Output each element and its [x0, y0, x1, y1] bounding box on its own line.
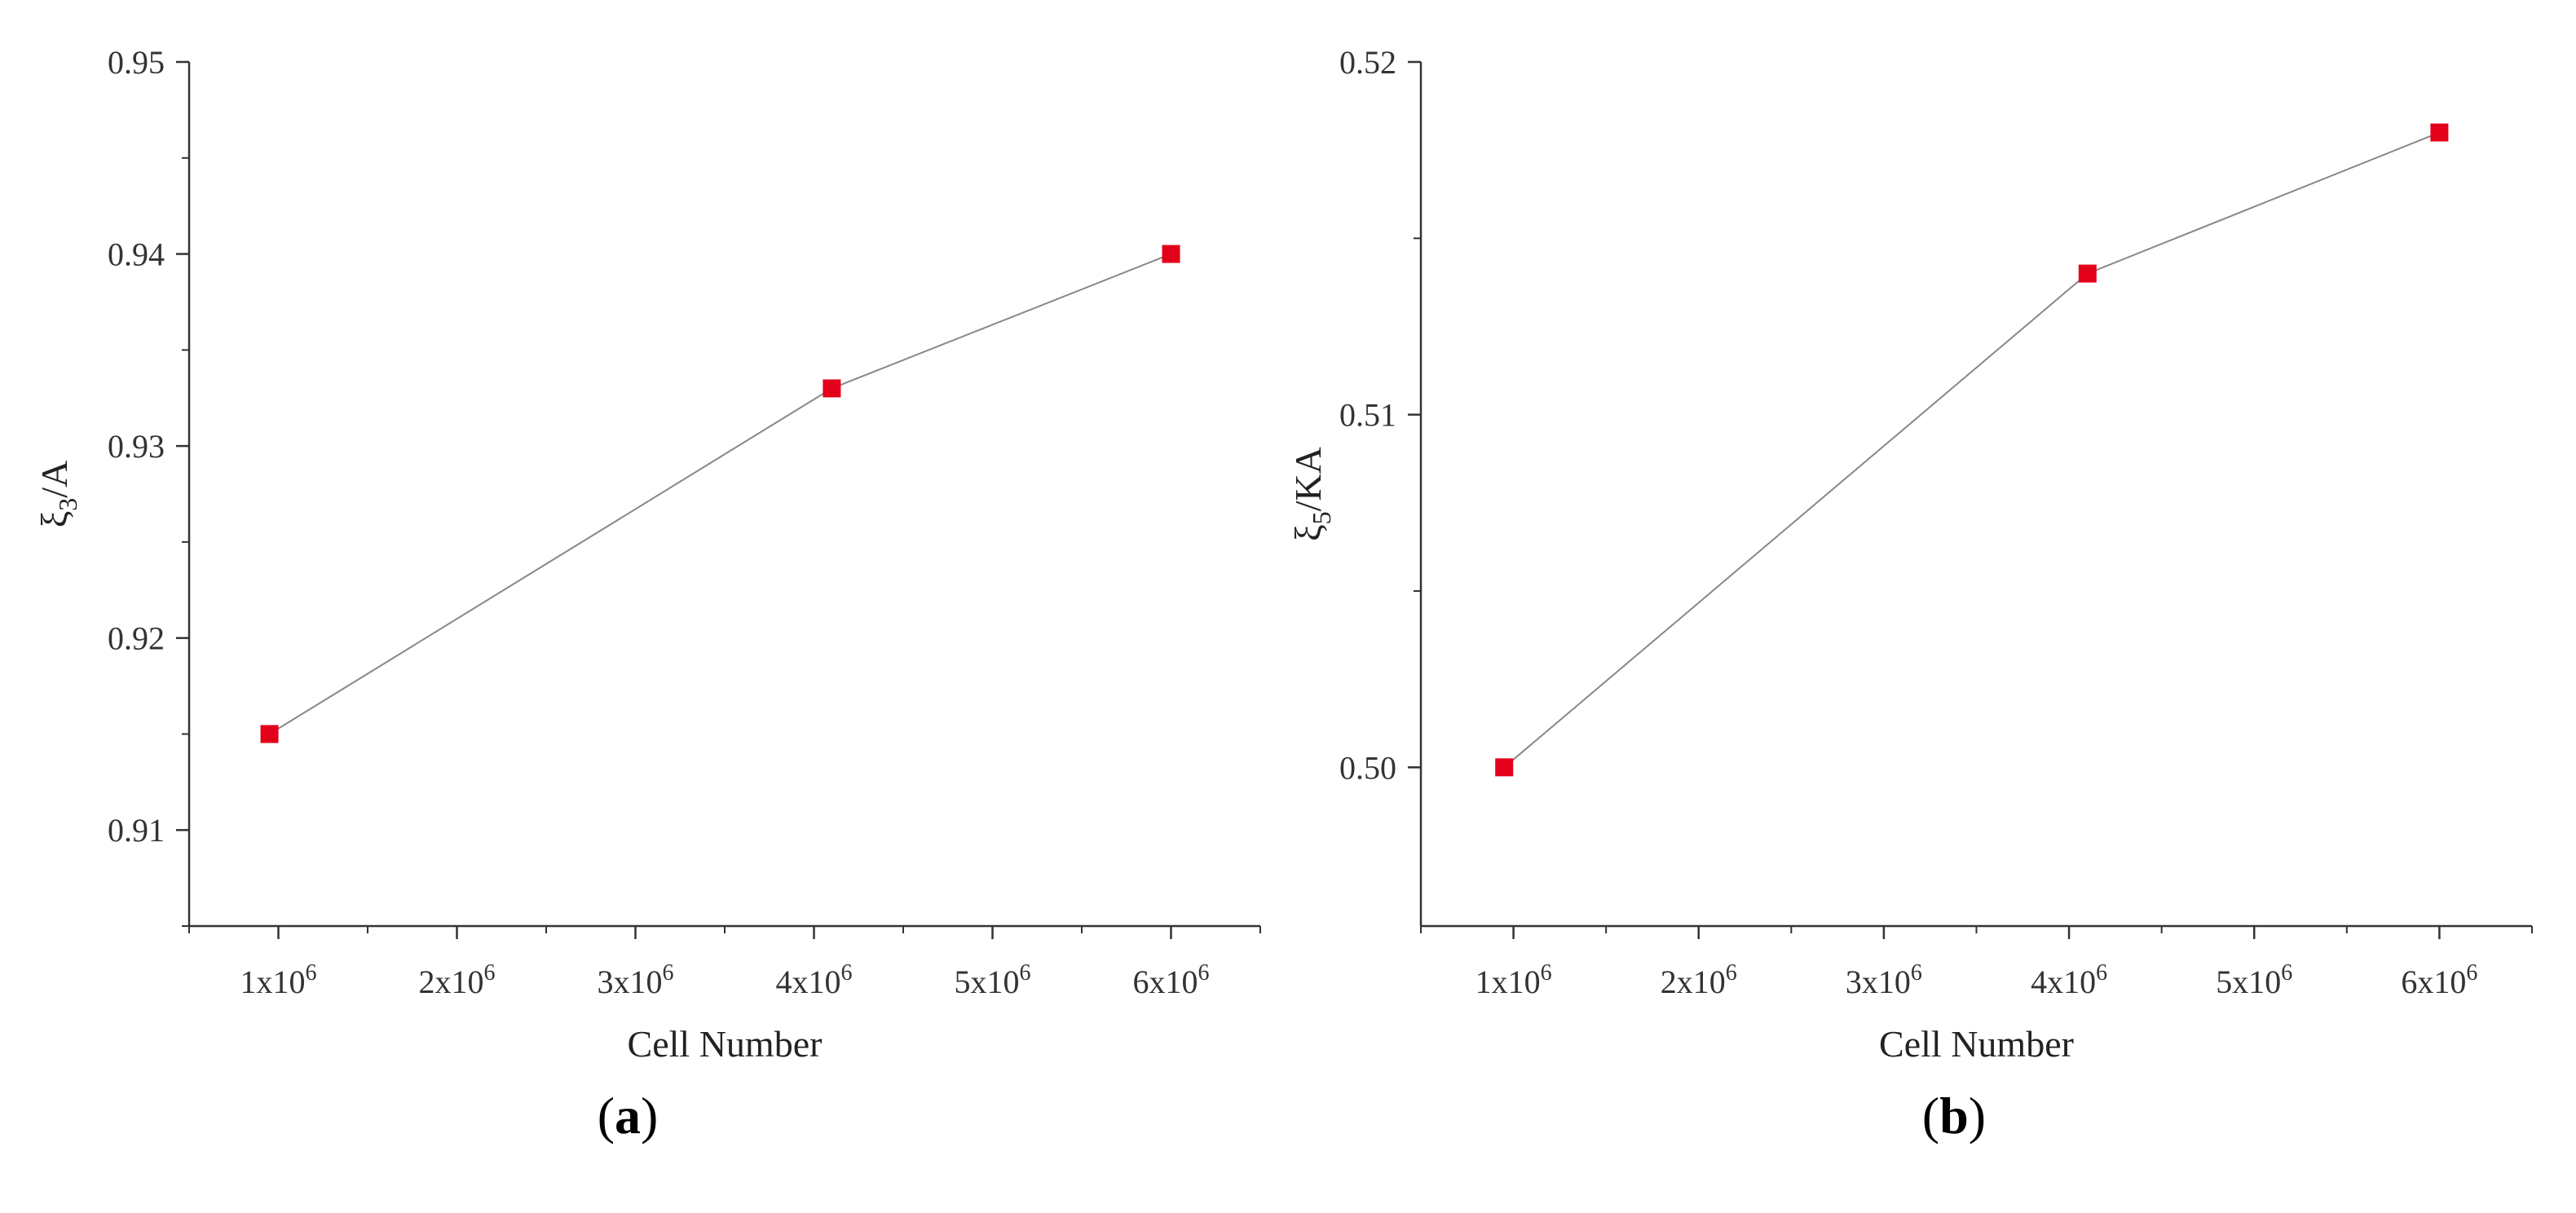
chart-panel-b: 0.50 0.51 0.52 1x106 2x106 3x106 4x106 5x106 6x1…: [1287, 44, 2533, 1145]
data-point: [1495, 758, 1514, 777]
series-line: [1503, 131, 2440, 769]
x-tick-label: 4x106: [2031, 960, 2107, 1000]
x-axis-title: Cell Number: [628, 1023, 823, 1065]
data-point: [1162, 245, 1180, 263]
y-tick-label: 0.51: [1339, 397, 1396, 434]
data-point: [2078, 264, 2097, 283]
y-tick-label: 0.91: [108, 812, 165, 849]
x-axis-title: Cell Number: [1879, 1023, 2074, 1065]
x-tick-label: 6x106: [1133, 960, 1210, 1000]
y-tick-label: 0.52: [1339, 44, 1396, 81]
x-tick-label: 2x106: [419, 960, 496, 1000]
chart-panel-a: 0.91 0.92 0.93 0.94 0.95 1x106 2x106 3x106 4x106…: [33, 44, 1261, 1145]
x-tick-label: 6x106: [2401, 960, 2477, 1000]
y-axis-title: ξ5/KA: [1287, 447, 1336, 541]
y-axis-title: ξ3/A: [33, 461, 82, 528]
panel-label: (a): [598, 1087, 659, 1145]
panel-label: (b): [1922, 1087, 1986, 1145]
x-tick-label: 3x106: [1846, 960, 1922, 1000]
x-tick-label: 1x106: [240, 960, 317, 1000]
x-tick-label: 1x106: [1475, 960, 1552, 1000]
x-tick-label: 5x106: [2216, 960, 2292, 1000]
y-tick-label: 0.94: [108, 236, 165, 273]
y-tick-label: 0.95: [108, 44, 165, 81]
x-tick-label: 2x106: [1661, 960, 1737, 1000]
y-tick-label: 0.92: [108, 620, 165, 657]
x-tick-label: 5x106: [955, 960, 1031, 1000]
x-tick-label: 3x106: [598, 960, 674, 1000]
data-point: [260, 725, 279, 743]
y-tick-label: 0.93: [108, 428, 165, 465]
data-point: [2430, 123, 2449, 142]
x-tick-label: 4x106: [776, 960, 853, 1000]
series-line: [269, 253, 1171, 735]
data-point: [823, 379, 841, 398]
y-tick-label: 0.50: [1339, 749, 1396, 786]
